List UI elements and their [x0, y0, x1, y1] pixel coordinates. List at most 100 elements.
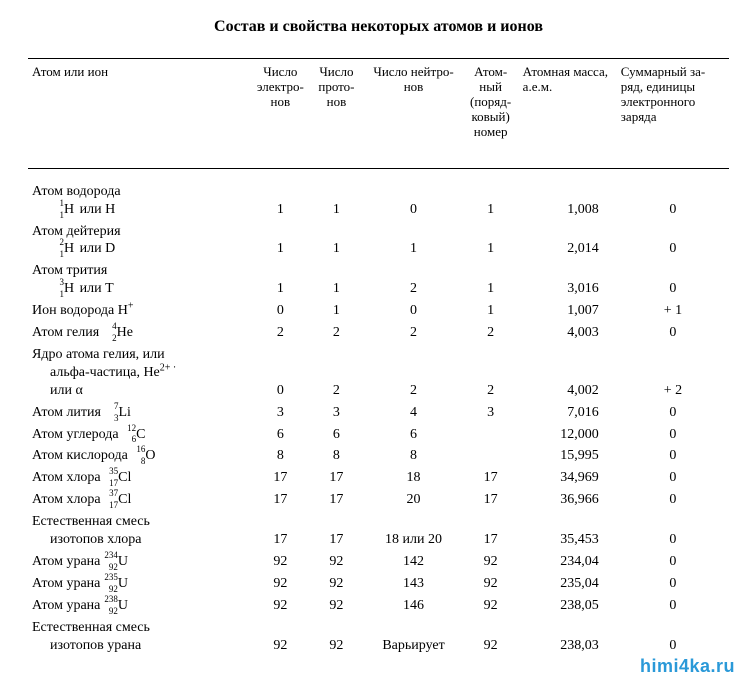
cell-protons: 8 — [308, 445, 364, 467]
header-protons: Число прото- нов — [308, 59, 364, 169]
cell-charge: 0 — [617, 489, 729, 511]
table-row: Атом углерода 126C66612,0000 — [28, 424, 729, 446]
table-row: Естественная смесьизотопов урана9292Варь… — [28, 617, 729, 657]
table-row: Атом водорода11H или H11011,0080 — [28, 168, 729, 220]
cell-neutrons: 18 или 20 — [364, 511, 462, 551]
cell-charge: 0 — [617, 168, 729, 220]
cell-charge: 0 — [617, 595, 729, 617]
cell-mass: 235,04 — [519, 573, 617, 595]
cell-charge: 0 — [617, 322, 729, 344]
cell-electrons: 92 — [252, 617, 308, 657]
cell-protons: 2 — [308, 322, 364, 344]
header-electrons: Число электро- нов — [252, 59, 308, 169]
cell-atomic-num: 17 — [463, 467, 519, 489]
cell-neutrons: 2 — [364, 322, 462, 344]
cell-mass: 15,995 — [519, 445, 617, 467]
cell-mass: 1,008 — [519, 168, 617, 220]
cell-atomic-num: 2 — [463, 344, 519, 402]
cell-neutrons: 4 — [364, 402, 462, 424]
cell-atomic-num: 92 — [463, 595, 519, 617]
cell-neutrons: 8 — [364, 445, 462, 467]
cell-protons: 3 — [308, 402, 364, 424]
table-row: Атом кислорода 168O88815,9950 — [28, 445, 729, 467]
cell-mass: 4,003 — [519, 322, 617, 344]
cell-protons: 1 — [308, 168, 364, 220]
cell-atomic-num: 17 — [463, 489, 519, 511]
cell-neutrons: 20 — [364, 489, 462, 511]
cell-neutrons: 146 — [364, 595, 462, 617]
cell-electrons: 17 — [252, 467, 308, 489]
cell-species: Естественная смесьизотопов урана — [28, 617, 252, 657]
cell-protons: 6 — [308, 424, 364, 446]
cell-neutrons: 18 — [364, 467, 462, 489]
cell-species: Атом трития31H или T — [28, 260, 252, 300]
cell-protons: 1 — [308, 260, 364, 300]
table-row: Естественная смесьизотопов хлора171718 и… — [28, 511, 729, 551]
cell-mass: 1,007 — [519, 300, 617, 322]
header-neutrons: Число нейтро- нов — [364, 59, 462, 169]
cell-species: Атом гелия 42He — [28, 322, 252, 344]
cell-neutrons: 142 — [364, 551, 462, 573]
cell-atomic-num: 3 — [463, 402, 519, 424]
cell-mass: 238,03 — [519, 617, 617, 657]
table-row: Ион водорода H+01011,007+ 1 — [28, 300, 729, 322]
cell-species: Атом лития 73Li — [28, 402, 252, 424]
cell-mass: 238,05 — [519, 595, 617, 617]
cell-neutrons: 2 — [364, 260, 462, 300]
cell-charge: 0 — [617, 617, 729, 657]
cell-protons: 1 — [308, 221, 364, 261]
table-body: Атом водорода11H или H11011,0080Атом дей… — [28, 168, 729, 656]
cell-protons: 2 — [308, 344, 364, 402]
cell-species: Атом хлора 3517Cl — [28, 467, 252, 489]
cell-mass: 3,016 — [519, 260, 617, 300]
cell-species: Атом водорода11H или H — [28, 168, 252, 220]
cell-atomic-num: 1 — [463, 260, 519, 300]
cell-charge: 0 — [617, 424, 729, 446]
header-mass: Атомная масса, а.е.м. — [519, 59, 617, 169]
table-row: Атом хлора 3517Cl1717181734,9690 — [28, 467, 729, 489]
cell-mass: 234,04 — [519, 551, 617, 573]
cell-electrons: 92 — [252, 595, 308, 617]
cell-electrons: 92 — [252, 573, 308, 595]
cell-atomic-num — [463, 424, 519, 446]
cell-charge: 0 — [617, 551, 729, 573]
cell-electrons: 1 — [252, 168, 308, 220]
cell-charge: 0 — [617, 467, 729, 489]
cell-mass: 12,000 — [519, 424, 617, 446]
cell-protons: 17 — [308, 511, 364, 551]
cell-protons: 1 — [308, 300, 364, 322]
table-row: Атом лития 73Li33437,0160 — [28, 402, 729, 424]
cell-mass: 35,453 — [519, 511, 617, 551]
cell-neutrons: 6 — [364, 424, 462, 446]
table-row: Атом гелия 42He22224,0030 — [28, 322, 729, 344]
cell-atomic-num: 92 — [463, 551, 519, 573]
cell-protons: 92 — [308, 573, 364, 595]
cell-neutrons: Варьирует — [364, 617, 462, 657]
cell-electrons: 2 — [252, 322, 308, 344]
cell-atomic-num: 17 — [463, 511, 519, 551]
header-atomic-num: Атом- ный (поряд- ковый) номер — [463, 59, 519, 169]
cell-charge: 0 — [617, 260, 729, 300]
cell-species: Атом урана 23492U — [28, 551, 252, 573]
cell-atomic-num: 1 — [463, 221, 519, 261]
cell-species: Атом углерода 126C — [28, 424, 252, 446]
cell-electrons: 1 — [252, 260, 308, 300]
cell-atomic-num: 1 — [463, 168, 519, 220]
cell-species: Атом урана 23592U — [28, 573, 252, 595]
cell-charge: + 2 — [617, 344, 729, 402]
cell-protons: 92 — [308, 551, 364, 573]
table-row: Атом дейтерия21H или D11112,0140 — [28, 221, 729, 261]
cell-neutrons: 2 — [364, 344, 462, 402]
cell-mass: 34,969 — [519, 467, 617, 489]
table-row: Атом трития31H или T11213,0160 — [28, 260, 729, 300]
cell-charge: 0 — [617, 221, 729, 261]
cell-charge: 0 — [617, 573, 729, 595]
cell-atomic-num — [463, 445, 519, 467]
cell-species: Ядро атома гелия, илиальфа-частица, He2+… — [28, 344, 252, 402]
table-row: Атом хлора 3717Cl1717201736,9660 — [28, 489, 729, 511]
header-row: Атом или ион Число электро- нов Число пр… — [28, 59, 729, 169]
table-row: Атом урана 23892U929214692238,050 — [28, 595, 729, 617]
cell-charge: 0 — [617, 402, 729, 424]
cell-protons: 92 — [308, 617, 364, 657]
cell-electrons: 17 — [252, 511, 308, 551]
